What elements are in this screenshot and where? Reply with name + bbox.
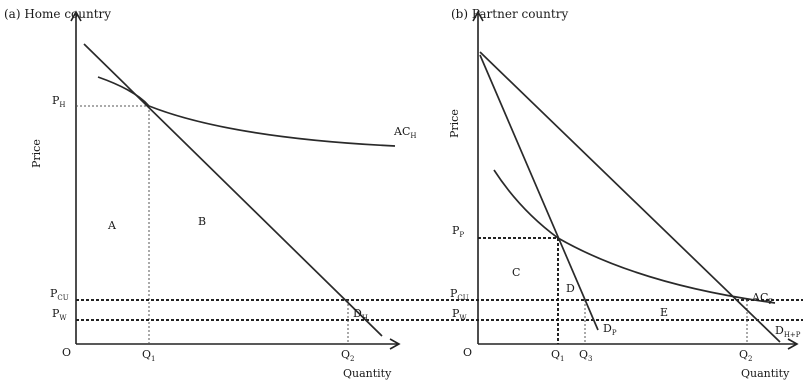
area-e-label: E	[660, 306, 668, 319]
area-b-label: B	[198, 215, 206, 228]
panel-a-axes	[70, 10, 401, 350]
panel-a-y-label: Price	[30, 139, 43, 168]
panel-b-title: (b) Partner country	[451, 7, 568, 21]
panel-b-ac-label: ACP	[751, 291, 773, 306]
panel-a-q1-label: Q1	[142, 348, 156, 363]
panel-b-dhp-label: DH+P	[775, 324, 801, 339]
panel-b-pw-label: PW	[452, 307, 467, 322]
panel-b-q1-label: Q1	[551, 348, 565, 363]
panel-a-ac-label: ACH	[393, 125, 416, 140]
panel-a-x-label: Quantity	[343, 367, 392, 380]
panel-a-d-label: DH	[353, 307, 368, 322]
panel-b-ac-curve	[493, 169, 776, 304]
panel-a-pw-label: PW	[52, 307, 67, 322]
panel-partner-country: (b) Partner country Price Quantity O ACP…	[448, 7, 801, 380]
panel-a-pcu-label: PCU	[50, 287, 69, 302]
panel-a-x-arrow-icon	[389, 338, 401, 350]
area-c-label: C	[512, 266, 520, 279]
panel-a-demand-curve	[83, 43, 383, 337]
panel-b-y-label: Price	[448, 109, 461, 138]
area-d-label: D	[566, 282, 575, 295]
panel-b-dp-label: DP	[603, 322, 617, 337]
panel-b-dhp-curve	[479, 51, 781, 343]
panel-b-pcu-label: PCU	[450, 287, 469, 302]
panel-b-dp-curve	[479, 54, 599, 331]
panel-a-q2-label: Q2	[341, 348, 355, 363]
panel-a-ph-label: PH	[52, 94, 66, 109]
panel-b-axes	[472, 10, 799, 350]
panel-home-country: (a) Home country Price Quantity O ACH DH…	[4, 7, 803, 380]
panel-b-origin: O	[463, 346, 472, 359]
panel-b-q2-label: Q2	[739, 348, 753, 363]
panel-b-x-arrow-icon	[787, 338, 799, 350]
panel-a-title: (a) Home country	[4, 7, 111, 21]
panel-b-y-arrow-icon	[472, 10, 484, 22]
panel-b-pp-label: PP	[452, 224, 464, 239]
panel-a-ac-curve	[97, 76, 396, 147]
panel-a-origin: O	[62, 346, 71, 359]
panel-b-q3-label: Q3	[579, 348, 593, 363]
panel-b-x-label: Quantity	[741, 367, 790, 380]
area-a-label: A	[107, 219, 117, 232]
panel-a-y-arrow-icon	[70, 10, 82, 22]
